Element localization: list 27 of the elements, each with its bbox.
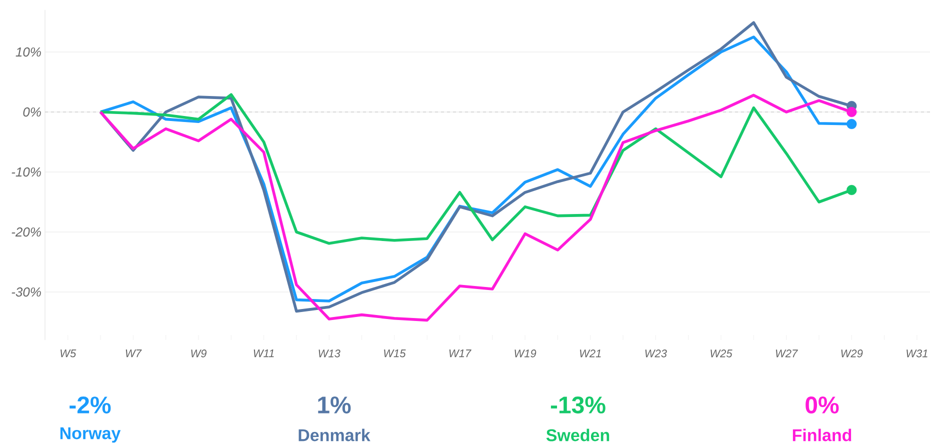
x-tick-label: W9 [191, 350, 207, 358]
text: Denmark [298, 428, 370, 442]
text: Finland [792, 428, 852, 442]
x-tick-label: W25 [710, 350, 732, 358]
text: -2% [70, 396, 111, 414]
x-tick-label: W27 [776, 350, 798, 358]
x-tick-label: W11 [254, 350, 274, 358]
y-tick-label: 0% [23, 107, 41, 117]
text: Norway [60, 427, 121, 443]
x-tick-label: W19 [514, 350, 536, 358]
x-tick-label: W21 [580, 350, 601, 358]
x-tick-label: W17 [449, 350, 472, 358]
text: 1% [318, 396, 351, 414]
x-tick-label: W13 [318, 350, 340, 358]
x-tick-label: W7 [126, 350, 142, 358]
x-tick-label: W23 [645, 350, 667, 358]
text: 0% [806, 396, 839, 414]
text: Sweden [546, 428, 610, 442]
y-tick-label: -20% [12, 227, 41, 237]
x-tick-label: W29 [841, 350, 863, 358]
text: -13% [550, 396, 606, 414]
y-tick-label: -10% [12, 167, 41, 177]
y-tick-label: -30% [12, 287, 41, 297]
x-tick-label: W15 [384, 350, 406, 358]
y-tick-label: 10% [16, 47, 41, 57]
x-tick-label: W5 [60, 350, 76, 358]
x-tick-label: W31 [906, 350, 928, 358]
